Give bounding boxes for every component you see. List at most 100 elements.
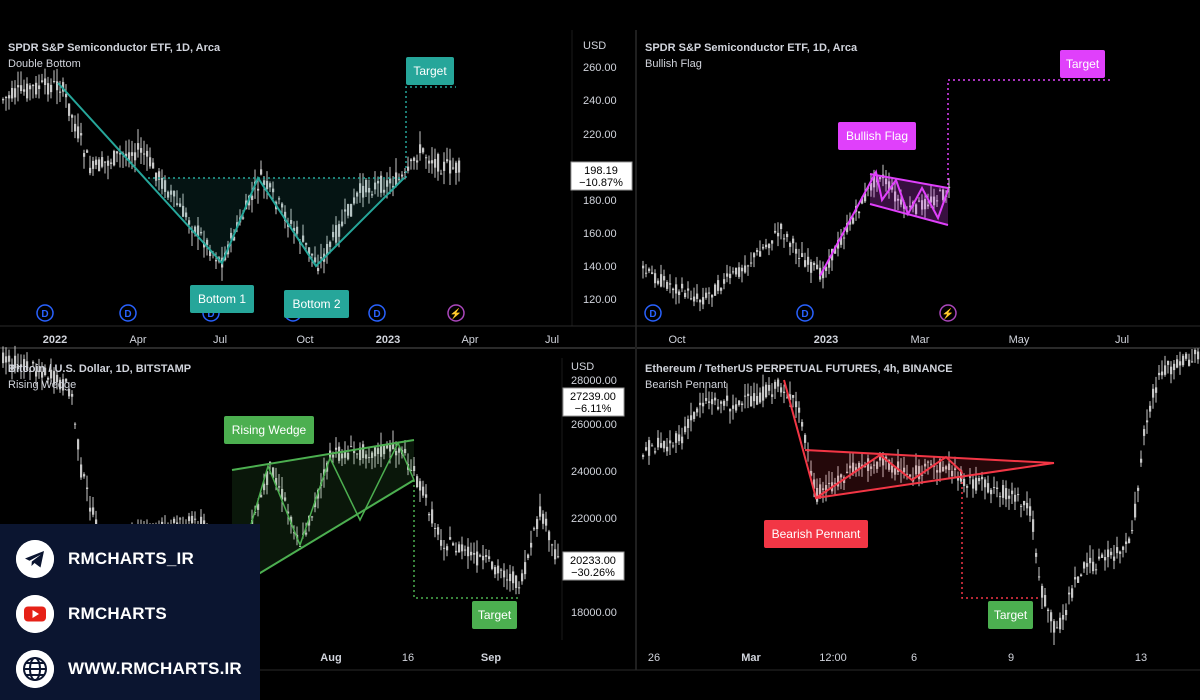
- p2-earnings-icon-ring: [939, 304, 957, 322]
- p4-candle: [1011, 490, 1014, 495]
- p1-dividend-icon-ring: [36, 304, 54, 322]
- p4-candle: [762, 386, 765, 401]
- p4-candle: [792, 395, 795, 398]
- p3-candle: [428, 513, 431, 516]
- p3-candle: [482, 555, 485, 561]
- p1-candle: [194, 226, 197, 234]
- p1-candle: [305, 242, 308, 245]
- p3-candle: [314, 500, 317, 508]
- p2-candle: [813, 262, 816, 266]
- p4-candle: [1077, 576, 1080, 583]
- social-website[interactable]: WWW.RMCHARTS.IR: [16, 650, 242, 688]
- p1-candle: [386, 180, 389, 187]
- p4-candle: [939, 459, 942, 473]
- p3-candle: [434, 527, 437, 529]
- p1-candle: [47, 83, 50, 95]
- p3-candle: [5, 356, 8, 363]
- p2-candle: [894, 191, 897, 202]
- p1-candle: [317, 268, 320, 272]
- p3-candle: [398, 448, 401, 453]
- p4-candle: [666, 446, 669, 452]
- social-telegram[interactable]: RMCHARTS_IR: [16, 540, 194, 578]
- p2-candle: [741, 267, 744, 272]
- p3-candle: [530, 542, 533, 548]
- p3-candle: [26, 361, 29, 371]
- p3-time-tick: Sep: [481, 652, 501, 664]
- p4-candle: [696, 408, 699, 413]
- p1-candle: [269, 183, 272, 188]
- p4-candle: [876, 461, 879, 469]
- p1-candle: [107, 160, 110, 166]
- p1-candle: [110, 162, 113, 164]
- p2-candle: [759, 251, 762, 257]
- p1-time-tick: 2022: [43, 334, 67, 346]
- p1-price-tick: 140.00: [583, 261, 617, 273]
- p3-wedge-top: [231, 439, 415, 471]
- p1-candle: [419, 144, 422, 154]
- p4-candle: [963, 478, 966, 486]
- p1-subtitle: Double Bottom: [8, 58, 81, 70]
- p3-axis-unit: USD: [571, 361, 594, 373]
- p2-candle: [924, 198, 927, 210]
- p4-candle: [1002, 485, 1005, 498]
- p1-candle: [104, 161, 107, 163]
- p3-candle: [506, 579, 509, 581]
- p1-candle: [401, 174, 404, 177]
- p3-candle: [278, 486, 281, 488]
- p3-price-tick: 26000.00: [571, 419, 617, 431]
- p1-target-tag-box: [406, 57, 454, 85]
- p1-candle: [53, 80, 56, 82]
- p4-candle: [852, 462, 855, 473]
- p1-candle: [311, 253, 314, 256]
- p2-candle: [939, 190, 942, 192]
- p1-candle: [320, 256, 323, 259]
- p1-candle: [5, 96, 8, 99]
- p4-candle: [663, 440, 666, 449]
- p4-candle: [1053, 621, 1056, 633]
- p4-candle: [750, 396, 753, 407]
- p3-candle: [389, 444, 392, 452]
- p1-candle: [92, 160, 95, 169]
- p1-candle: [179, 203, 182, 207]
- social-youtube[interactable]: RMCHARTS: [16, 595, 167, 633]
- p1-candle: [434, 159, 437, 168]
- p2-candle: [756, 250, 759, 252]
- p4-candle: [795, 401, 798, 408]
- p1-candle: [368, 187, 371, 193]
- p3-candle: [416, 476, 419, 488]
- p1-candle: [257, 188, 260, 191]
- p1-candle: [23, 89, 26, 92]
- p4-candle: [654, 451, 657, 453]
- p4-candle: [1005, 488, 1008, 500]
- p2-candle: [645, 272, 648, 274]
- p3-candle: [347, 453, 350, 460]
- p3-time-tick: Aug: [320, 652, 341, 664]
- p1-candle: [359, 183, 362, 193]
- p3-candle: [419, 481, 422, 491]
- p4-candle: [1029, 506, 1032, 516]
- p1-candle: [443, 161, 446, 171]
- p3-candle: [92, 507, 95, 515]
- p1-candle: [428, 160, 431, 164]
- p1-candle: [143, 153, 146, 155]
- p4-pattern-tag: Bearish Pennant: [772, 527, 861, 541]
- p1-candle: [134, 152, 137, 161]
- p1-candle: [191, 231, 194, 233]
- p3-subtitle: Rising Wedge: [8, 379, 76, 391]
- p3-wedge-fill: [232, 440, 414, 590]
- p4-candle: [1143, 429, 1146, 436]
- p4-candle: [771, 394, 774, 397]
- p4-candle: [1188, 359, 1191, 366]
- p2-candle: [915, 204, 918, 214]
- p4-candle: [1074, 577, 1077, 580]
- p1-price-tick: 120.00: [583, 294, 617, 306]
- p1-candle: [392, 185, 395, 188]
- p4-candle: [1149, 405, 1152, 412]
- p2-candle: [771, 240, 774, 244]
- p4-candle: [678, 434, 681, 442]
- p4-pennant-top: [804, 449, 1055, 464]
- p4-candle: [909, 474, 912, 477]
- p1-bottom2-tag: Bottom 2: [292, 297, 340, 311]
- p2-candle: [714, 284, 717, 296]
- p1-candle: [416, 160, 419, 163]
